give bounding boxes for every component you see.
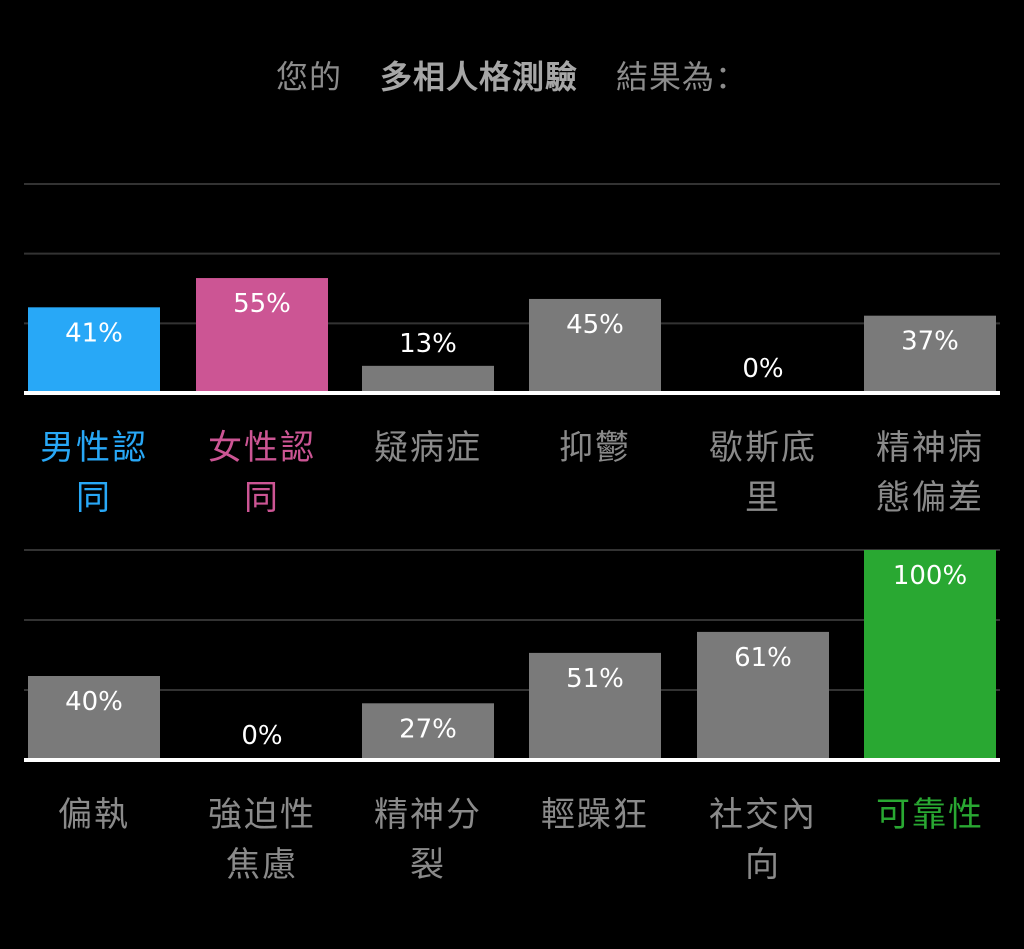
bar: [864, 315, 996, 393]
category-label: 強迫性: [208, 795, 316, 835]
bar: [28, 307, 160, 393]
page-title: 您的 多相人格測驗 結果為：: [0, 52, 1024, 98]
category-label: 男性認: [40, 428, 148, 468]
category-label: 抑鬱: [559, 428, 631, 468]
value-label: 27%: [399, 714, 457, 744]
category-label: 向: [745, 845, 781, 885]
category-label: 女性認: [208, 428, 316, 468]
category-label: 疑病症: [374, 428, 482, 468]
value-label: 45%: [566, 310, 624, 340]
bar: [362, 365, 494, 393]
bar: [697, 631, 829, 760]
value-label: 100%: [893, 561, 967, 591]
title-prefix: 您的: [275, 58, 342, 96]
category-label: 裂: [410, 845, 446, 885]
bar: [529, 298, 661, 393]
category-label: 里: [745, 478, 781, 518]
category-label: 焦慮: [226, 845, 298, 885]
bar: [529, 652, 661, 760]
category-label: 同: [244, 478, 280, 518]
value-label: 61%: [734, 643, 792, 673]
category-label: 精神分: [374, 795, 482, 835]
category-label: 歇斯底: [709, 428, 817, 468]
category-label: 可靠性: [876, 795, 984, 835]
category-label: 輕躁狂: [541, 795, 649, 835]
value-label: 13%: [399, 329, 457, 359]
value-label: 51%: [566, 664, 624, 694]
value-label: 37%: [901, 327, 959, 357]
value-label: 0%: [241, 721, 282, 751]
value-label: 41%: [65, 318, 123, 348]
value-label: 55%: [233, 289, 291, 319]
category-label: 精神病: [876, 428, 984, 468]
value-label: 40%: [65, 687, 123, 717]
title-test-name: 多相人格測驗: [379, 58, 578, 96]
bar: [864, 550, 996, 760]
category-label: 偏執: [58, 795, 130, 835]
bar: [196, 278, 328, 393]
value-label: 0%: [742, 354, 783, 384]
bar: [28, 676, 160, 760]
category-label: 態偏差: [876, 478, 984, 518]
category-label: 社交內: [709, 795, 817, 835]
title-suffix: 結果為：: [616, 58, 749, 96]
bar: [362, 703, 494, 760]
category-label: 同: [76, 478, 112, 518]
